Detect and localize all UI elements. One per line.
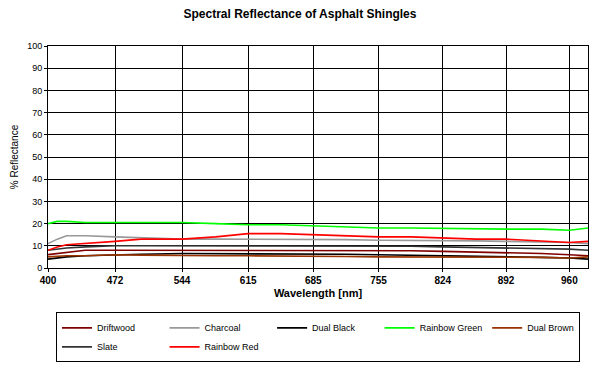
- svg-text:10: 10: [32, 241, 42, 251]
- svg-text:892: 892: [498, 275, 515, 286]
- svg-text:472: 472: [107, 275, 124, 286]
- svg-text:Rainbow Red: Rainbow Red: [205, 342, 259, 352]
- svg-text:Driftwood: Driftwood: [97, 323, 135, 333]
- svg-text:615: 615: [240, 275, 257, 286]
- svg-text:Charcoal: Charcoal: [205, 323, 241, 333]
- svg-text:Dual Black: Dual Black: [312, 323, 356, 333]
- svg-text:685: 685: [305, 275, 322, 286]
- svg-text:544: 544: [174, 275, 191, 286]
- svg-text:755: 755: [370, 275, 387, 286]
- svg-text:Dual Brown: Dual Brown: [527, 323, 574, 333]
- svg-text:Slate: Slate: [97, 342, 118, 352]
- svg-text:30: 30: [32, 197, 42, 207]
- svg-text:Rainbow Green: Rainbow Green: [420, 323, 483, 333]
- svg-text:70: 70: [32, 108, 42, 118]
- svg-text:Spectral Reflectance of Asphal: Spectral Reflectance of Asphalt Shingles: [184, 7, 417, 21]
- svg-text:80: 80: [32, 86, 42, 96]
- svg-text:40: 40: [32, 174, 42, 184]
- svg-text:90: 90: [32, 63, 42, 73]
- svg-text:824: 824: [434, 275, 451, 286]
- svg-text:960: 960: [561, 275, 578, 286]
- svg-text:20: 20: [32, 219, 42, 229]
- svg-text:0: 0: [37, 263, 42, 273]
- svg-text:50: 50: [32, 152, 42, 162]
- svg-text:60: 60: [32, 130, 42, 140]
- svg-text:% Reflectance: % Reflectance: [9, 124, 20, 189]
- svg-text:100: 100: [27, 41, 42, 51]
- svg-text:400: 400: [40, 275, 57, 286]
- svg-text:Wavelength [nm]: Wavelength [nm]: [274, 287, 363, 299]
